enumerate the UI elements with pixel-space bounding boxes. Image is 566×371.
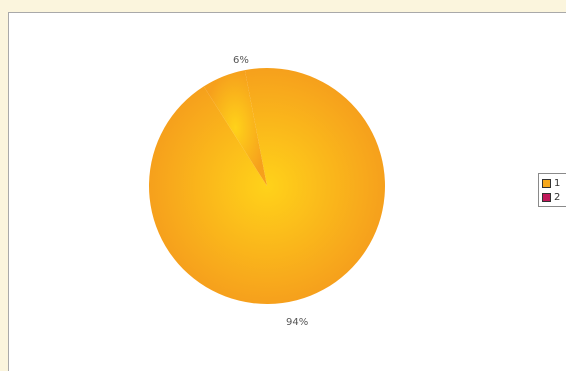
pie-slice-1 xyxy=(149,68,385,304)
pie-slice-2 xyxy=(203,70,267,186)
legend: 1 2 xyxy=(538,173,566,207)
legend-label-2: 2 xyxy=(554,191,561,203)
slice-label-2: 6% xyxy=(233,55,249,66)
legend-item-1: 1 xyxy=(542,176,566,190)
legend-swatch-1 xyxy=(542,178,551,188)
legend-swatch-2 xyxy=(542,192,551,202)
legend-label-1: 1 xyxy=(554,177,561,189)
slice-label-1: 94% xyxy=(286,317,309,328)
legend-item-2: 2 xyxy=(542,190,566,204)
